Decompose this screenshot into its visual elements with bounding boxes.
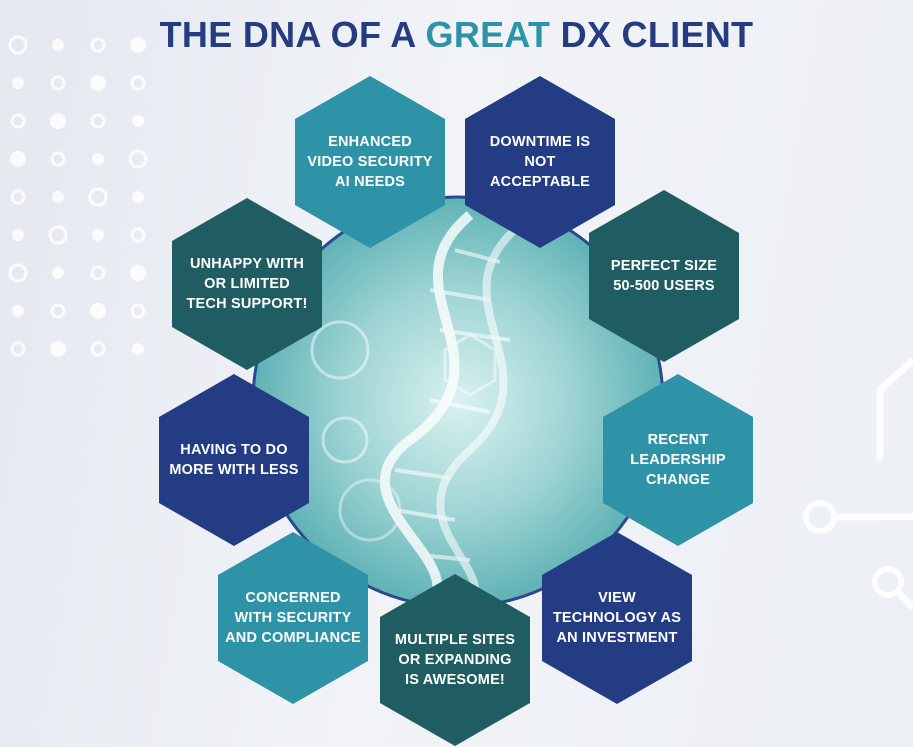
dot-decoration — [12, 229, 24, 241]
dot-decoration — [52, 191, 64, 203]
dot-decoration — [132, 343, 144, 355]
dot-grid-decoration — [8, 35, 148, 357]
dot-decoration — [52, 267, 64, 279]
hexagon-technology-investment — [542, 532, 692, 704]
dot-decoration — [128, 149, 148, 169]
dot-decoration — [132, 115, 144, 127]
trait-label-more-with-less: HAVING TO DO MORE WITH LESS — [169, 442, 299, 478]
dot-decoration — [50, 75, 66, 91]
dot-decoration — [90, 75, 106, 91]
dot-decoration — [90, 303, 106, 319]
trait-label-technology-investment: VIEW TECHNOLOGY AS AN INVESTMENT — [552, 590, 682, 646]
hexagon-enhanced-video-security — [295, 76, 445, 248]
dot-decoration — [130, 75, 146, 91]
dot-decoration — [50, 303, 66, 319]
dot-decoration — [90, 265, 106, 281]
dot-decoration — [8, 263, 28, 283]
dot-decoration — [10, 189, 26, 205]
trait-label-downtime: DOWNTIME IS NOT ACCEPTABLE — [489, 134, 591, 190]
circuit-decoration — [803, 357, 913, 611]
trait-label-multiple-sites: MULTIPLE SITES OR EXPANDING IS AWESOME! — [394, 632, 516, 688]
dot-decoration — [90, 37, 106, 53]
dot-decoration — [50, 151, 66, 167]
hexagon-multiple-sites — [380, 574, 530, 746]
trait-label-security-compliance: CONCERNED WITH SECURITY AND COMPLIANCE — [225, 590, 361, 646]
hexagon-security-compliance — [218, 532, 368, 704]
dot-decoration — [10, 341, 26, 357]
dot-decoration — [12, 305, 24, 317]
dot-decoration — [130, 303, 146, 319]
dot-decoration — [50, 341, 66, 357]
dot-decoration — [90, 113, 106, 129]
trait-label-leadership-change: RECENT LEADERSHIP CHANGE — [630, 432, 726, 488]
trait-label-perfect-size: PERFECT SIZE 50-500 USERS — [610, 258, 718, 294]
dot-decoration — [52, 39, 64, 51]
dot-decoration — [132, 191, 144, 203]
dot-decoration — [92, 153, 104, 165]
dot-decoration — [130, 227, 146, 243]
dot-decoration — [88, 187, 108, 207]
page-title: THE DNA OF A GREAT DX CLIENT — [0, 14, 913, 56]
dot-decoration — [130, 37, 146, 53]
dot-decoration — [90, 341, 106, 357]
hexagon-downtime — [465, 76, 615, 248]
dot-decoration — [10, 151, 26, 167]
dna-image — [251, 195, 665, 609]
dot-decoration — [8, 35, 28, 55]
title-part-1: THE DNA OF A — [159, 14, 426, 55]
dot-decoration — [10, 113, 26, 129]
trait-label-enhanced-video-security: ENHANCED VIDEO SECURITY AI NEEDS — [307, 134, 433, 190]
hexagon-unhappy-tech-support — [172, 198, 322, 370]
trait-label-unhappy-tech-support: UNHAPPY WITH OR LIMITED TECH SUPPORT! — [186, 256, 308, 312]
hexagon-leadership-change — [603, 374, 753, 546]
dot-decoration — [92, 229, 104, 241]
dot-decoration — [48, 225, 68, 245]
hexagon-more-with-less — [159, 374, 309, 546]
dot-decoration — [130, 265, 146, 281]
title-accent-word: GREAT — [425, 14, 551, 55]
hexagon-perfect-size — [589, 190, 739, 362]
title-part-2: DX CLIENT — [550, 14, 754, 55]
dot-decoration — [50, 113, 66, 129]
dot-decoration — [12, 77, 24, 89]
